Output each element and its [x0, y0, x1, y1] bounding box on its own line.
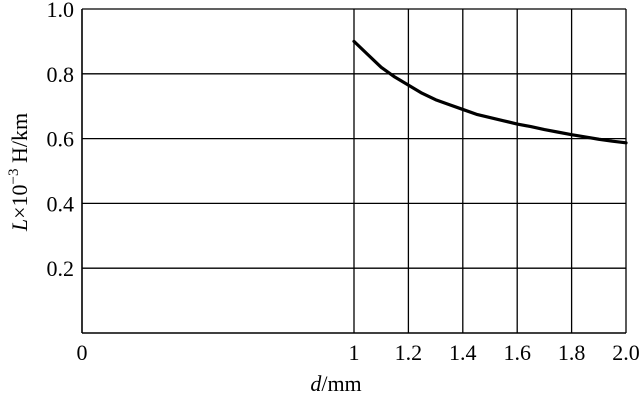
- y-tick-label: 0.2: [47, 256, 75, 281]
- tick-labels: 0 1 1.2 1.4 1.6 1.8 2.0 0.2 0.4 0.6 0.8 1.0: [47, 0, 639, 365]
- y-axis-exponent: −3: [6, 168, 22, 184]
- y-tick-label: 0.8: [47, 62, 75, 87]
- y-tick-label: 1.0: [47, 0, 75, 22]
- x-tick-label: 1.4: [449, 340, 477, 365]
- x-axis-label: d/mm: [310, 371, 361, 396]
- y-axis-label: L×10−3 H/km: [6, 113, 32, 232]
- x-tick-label: 0: [77, 340, 88, 365]
- x-tick-label: 2.0: [612, 340, 639, 365]
- y-axis-unit: H/km: [7, 113, 32, 169]
- x-tick-label: 1: [349, 340, 360, 365]
- y-tick-label: 0.6: [47, 127, 75, 152]
- x-axis-variable: d: [310, 371, 322, 396]
- axes: [81, 9, 626, 334]
- y-axis-multiplier: ×10: [7, 184, 32, 218]
- series-line: [352, 39, 628, 145]
- x-tick-label: 1.8: [558, 340, 586, 365]
- x-tick-label: 1.6: [503, 340, 531, 365]
- series: [352, 39, 628, 145]
- y-axis-variable: L: [7, 219, 32, 232]
- x-tick-label: 1.2: [395, 340, 423, 365]
- y-tick-label: 0.4: [47, 191, 75, 216]
- grid: [82, 8, 627, 333]
- x-axis-unit: /mm: [321, 371, 361, 396]
